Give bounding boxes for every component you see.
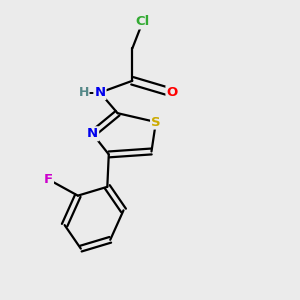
Text: H: H: [79, 86, 89, 99]
Text: F: F: [44, 173, 53, 186]
Text: S: S: [151, 116, 161, 128]
Text: Cl: Cl: [136, 15, 150, 28]
Text: O: O: [167, 86, 178, 99]
Text: N: N: [87, 127, 98, 140]
Text: N: N: [94, 86, 106, 99]
